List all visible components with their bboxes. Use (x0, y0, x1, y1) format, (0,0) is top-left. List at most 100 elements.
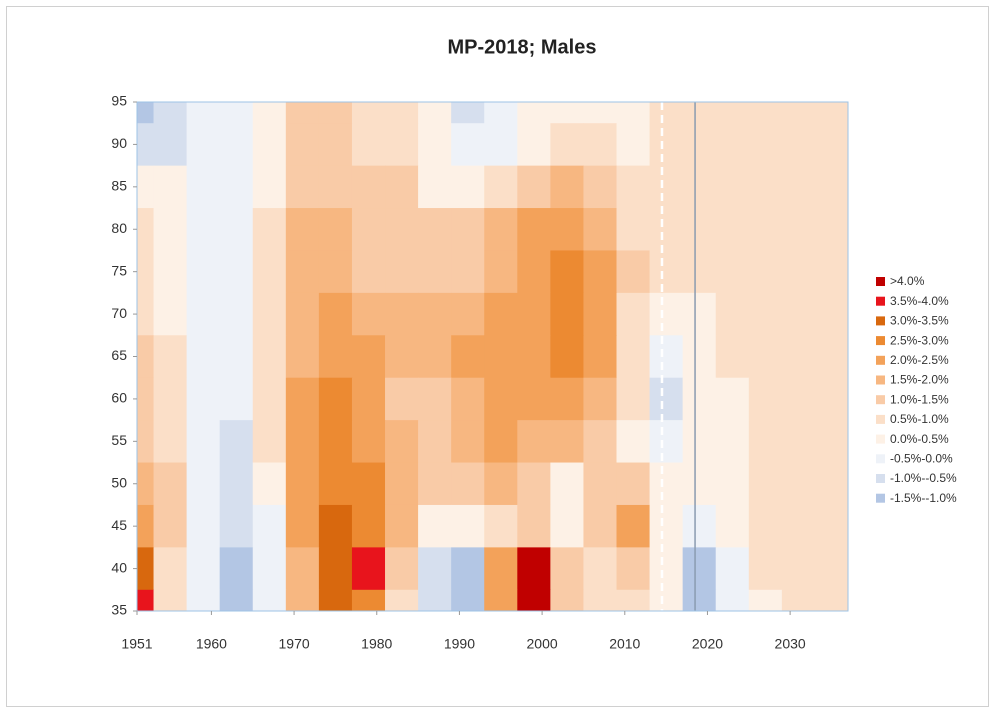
heat-cell (219, 250, 254, 294)
legend-label: 3.5%-4.0% (890, 294, 949, 308)
heat-cell (484, 504, 518, 548)
heat-cell (285, 504, 320, 548)
heat-cell (484, 335, 518, 379)
heat-cell (616, 208, 651, 251)
legend-swatch (876, 454, 885, 464)
heat-cell (451, 292, 485, 336)
legend-label: 1.5%-2.0% (890, 373, 949, 387)
heat-cell (616, 123, 651, 167)
heat-cell (550, 377, 584, 421)
heat-cell (517, 292, 551, 336)
heat-cell (351, 589, 386, 611)
heat-cell (781, 420, 816, 464)
heat-cell (550, 250, 584, 294)
heat-cell (748, 377, 783, 421)
heat-cell (252, 504, 287, 548)
x-tick-label: 1960 (196, 636, 227, 652)
heat-cell (550, 589, 584, 611)
heat-cell (385, 208, 419, 251)
heat-cell (285, 292, 320, 336)
heat-cell (252, 335, 287, 379)
y-tick-label: 70 (111, 305, 127, 321)
heat-cell (550, 292, 584, 336)
heat-cell (748, 504, 783, 548)
heat-cell (137, 335, 155, 379)
heat-cell (517, 589, 551, 611)
heat-cell (137, 377, 155, 421)
legend-swatch (876, 493, 885, 503)
heat-cell (682, 420, 717, 464)
legend-swatch (876, 474, 885, 483)
y-tick-label: 60 (111, 390, 127, 406)
heat-cell (748, 292, 783, 336)
heat-cell (285, 547, 320, 591)
heat-cell (682, 123, 717, 167)
heat-cell (748, 589, 783, 611)
heat-cell (285, 123, 320, 167)
heat-cell (484, 123, 518, 167)
heat-cell (649, 102, 684, 124)
heat-cell (616, 165, 651, 209)
heat-cell (351, 250, 386, 294)
heat-cell (186, 208, 221, 251)
heat-cell (153, 547, 188, 591)
heat-cell (285, 165, 320, 209)
heat-cell (186, 292, 221, 336)
heat-cell (583, 292, 618, 336)
heat-cell (318, 462, 353, 506)
heat-cell (748, 102, 783, 124)
heat-cell (814, 165, 848, 209)
heat-cell (649, 123, 684, 167)
heat-cell (318, 123, 353, 167)
heat-cell (153, 123, 188, 167)
heat-cell (748, 208, 783, 251)
heat-cell (781, 208, 816, 251)
y-tick-label: 80 (111, 220, 127, 236)
heat-cell (351, 165, 386, 209)
heat-cell (219, 102, 254, 124)
heat-cell (252, 377, 287, 421)
heat-cell (418, 547, 452, 591)
heat-cell (814, 547, 848, 591)
heat-cell (517, 250, 551, 294)
heat-cell (616, 377, 651, 421)
heat-cell (219, 420, 254, 464)
heat-cell (285, 102, 320, 124)
heat-cell (137, 102, 155, 124)
heat-cell (550, 547, 584, 591)
heat-cell (137, 292, 155, 336)
heat-cell (418, 504, 452, 548)
heat-cell (517, 102, 551, 124)
y-tick-label: 45 (111, 517, 127, 533)
heat-cell (616, 292, 651, 336)
heat-cell (219, 377, 254, 421)
heat-cell (781, 504, 816, 548)
heat-cell (186, 420, 221, 464)
heat-cell (318, 102, 353, 124)
heat-cell (219, 462, 254, 506)
heat-cell (682, 208, 717, 251)
heat-cell (451, 504, 485, 548)
heat-cell (285, 377, 320, 421)
heat-cell (616, 504, 651, 548)
heat-cell (418, 335, 452, 379)
y-tick-label: 95 (111, 93, 127, 109)
heat-cell (219, 165, 254, 209)
x-tick-label: 1970 (279, 636, 310, 652)
heat-cell (550, 504, 584, 548)
heat-cell (484, 462, 518, 506)
heat-cell (219, 292, 254, 336)
heat-cell (583, 462, 618, 506)
heat-cell (186, 589, 221, 611)
y-tick-label: 55 (111, 432, 127, 448)
y-tick-label: 75 (111, 262, 127, 278)
heat-cell (550, 102, 584, 124)
heat-cell (137, 547, 155, 591)
heat-cell (649, 589, 684, 611)
heat-cell (285, 335, 320, 379)
heat-cell (451, 589, 485, 611)
heat-cell (285, 589, 320, 611)
heat-cell (186, 250, 221, 294)
heat-cell (186, 377, 221, 421)
